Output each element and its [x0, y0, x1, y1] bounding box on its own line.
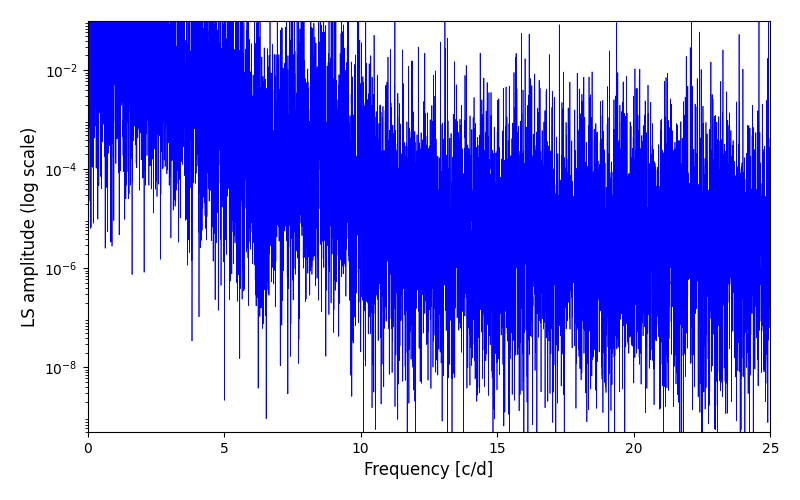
Y-axis label: LS amplitude (log scale): LS amplitude (log scale) [21, 126, 39, 326]
X-axis label: Frequency [c/d]: Frequency [c/d] [364, 461, 494, 479]
